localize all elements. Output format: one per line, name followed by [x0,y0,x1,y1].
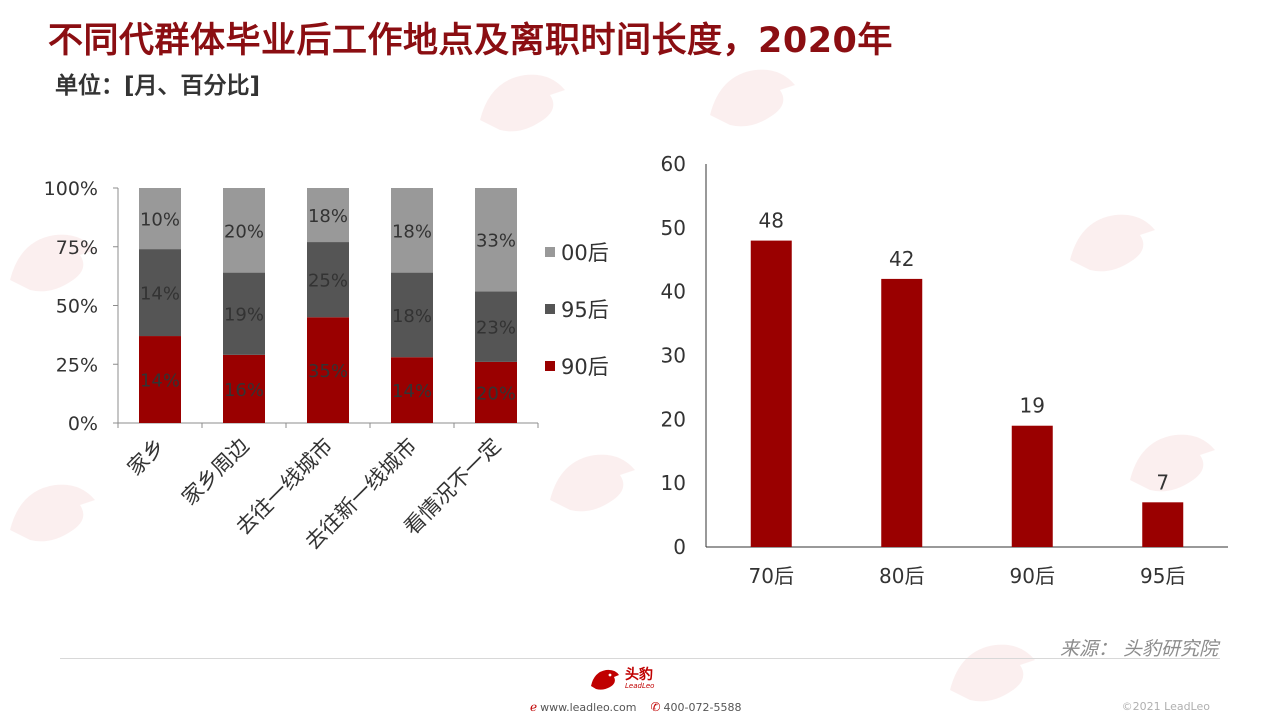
data-label: 48 [759,209,784,233]
stacked-bar-segment [139,336,181,423]
page-title: 不同代群体毕业后工作地点及离职时间长度，2020年 [48,21,893,61]
legend-label: 95后 [561,298,609,322]
y-tick-label: 25% [56,354,98,376]
data-label: 19% [224,305,264,326]
data-label: 10% [140,210,180,231]
data-label: 14% [392,381,432,402]
footer-logo: 头豹 LeadLeo [588,666,654,692]
bar [1011,425,1053,547]
legend-label: 00后 [561,241,609,265]
stacked-bar-segment [223,188,265,273]
data-label: 7 [1156,470,1169,494]
source-note: 来源： 头豹研究院 [1059,638,1218,660]
y-tick-label: 50% [56,296,98,318]
logo-text: 头豹 [625,667,653,683]
y-tick-label: 60 [661,152,686,176]
phone-number: 400-072-5588 [663,700,742,714]
bar [1142,502,1184,547]
footer-divider [60,658,1220,659]
data-label: 20% [476,383,516,404]
stacked-bar-segment [391,272,433,358]
stacked-bar-segment [223,354,265,423]
logo-subtext: LeadLeo [625,682,655,690]
x-category-label: 80后 [879,564,924,588]
contact-info: ℯ www.leadleo.com ✆ 400-072-5588 [530,700,741,714]
stacked-bar-segment [391,357,433,423]
data-label: 14% [140,284,180,305]
stacked-bar-segment [139,249,181,337]
stacked-bar-segment [307,317,349,423]
data-label: 19 [1020,394,1045,418]
data-label: 23% [476,318,516,339]
stacked-bar-segment [391,188,433,273]
globe-icon: ℯ [530,700,538,714]
x-category-label: 70后 [749,564,794,588]
y-tick-label: 40 [661,280,686,304]
x-category-label: 95后 [1140,564,1185,588]
data-label: 14% [140,371,180,392]
data-label: 33% [476,231,516,252]
y-tick-label: 0% [68,413,98,435]
data-label: 20% [224,221,264,242]
legend-swatch [545,247,555,257]
leopard-logo-icon [591,669,619,690]
x-category-label: 90后 [1010,564,1055,588]
y-tick-label: 100% [44,178,98,200]
y-tick-label: 50 [661,216,686,240]
stacked-bar-segment [475,291,517,362]
page-subtitle: 单位：[月、百分比] [55,73,261,99]
y-tick-label: 30 [661,344,686,368]
stacked-bar-segment [475,361,517,423]
data-label: 18% [392,221,432,242]
y-tick-label: 0 [673,535,686,559]
website-link[interactable]: www.leadleo.com [540,700,637,714]
stacked-bar-segment [223,272,265,355]
stacked-bar-segment [307,188,349,243]
bar [750,240,792,547]
stacked-bar-segment [475,188,517,292]
data-label: 35% [308,361,348,382]
legend-label: 90后 [561,355,609,379]
data-label: 18% [308,206,348,227]
stacked-bar-segment [139,188,181,250]
bar [881,278,923,547]
y-tick-label: 20 [661,407,686,431]
stacked-bar-segment [307,242,349,318]
legend-swatch [545,304,555,314]
copyright: ©2021 LeadLeo [1121,700,1210,713]
data-label: 42 [889,247,914,271]
data-label: 25% [308,271,348,292]
data-label: 16% [224,380,264,401]
phone-icon: ✆ [650,700,661,714]
legend-swatch [545,361,555,371]
data-label: 18% [392,306,432,327]
y-tick-label: 10 [661,471,686,495]
y-tick-label: 75% [56,237,98,259]
